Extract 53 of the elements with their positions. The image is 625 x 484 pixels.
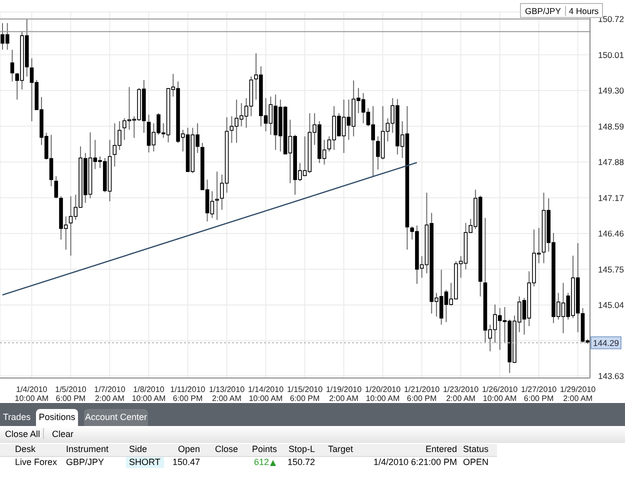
text: Open xyxy=(176,444,200,454)
text: Trades xyxy=(3,412,31,422)
y-tick-label: 146.46 xyxy=(598,228,624,239)
x-tick-label: 1/14/2010 10:00 AM xyxy=(248,385,284,403)
x-tick-label: 1/7/2010 2:00 AM xyxy=(94,385,126,403)
text: Positions xyxy=(36,409,78,426)
y-tick-label: 145.04 xyxy=(598,300,624,310)
annotation: 4 Hours xyxy=(568,6,600,16)
x-tick-label: 1/15/2010 6:00 PM xyxy=(286,385,324,403)
ref-line-label: 144.29 xyxy=(593,338,620,348)
text: OPEN xyxy=(463,457,490,467)
text: 612 xyxy=(252,457,270,467)
text: Stop-L xyxy=(287,444,315,454)
y-tick-label: 147.17 xyxy=(598,192,624,203)
x-tick-label: 1/20/2010 10:00 AM xyxy=(364,385,402,403)
text: GBP/JPY xyxy=(66,457,106,467)
x-tick-label: 1/13/2010 2:00 AM xyxy=(208,385,246,403)
annotation: GBP/JPY xyxy=(521,6,566,16)
text: Clear xyxy=(52,429,74,439)
y-tick-label: 149.30 xyxy=(598,86,624,96)
text: Points xyxy=(250,444,277,454)
x-tick-label: 1/19/2010 2:00 AM xyxy=(326,385,362,403)
candlestick xyxy=(215,171,219,220)
text: 150.72 xyxy=(286,457,315,467)
x-tick-label: 1/27/2010 6:00 PM xyxy=(521,385,558,403)
y-tick-label: 145.75 xyxy=(598,264,624,274)
text: Target xyxy=(326,444,353,454)
y-tick-label: 148.59 xyxy=(598,121,624,132)
text: SHORT xyxy=(129,457,161,467)
x-tick-label: 1/8/2010 10:00 AM xyxy=(132,385,166,403)
text: Live Forex xyxy=(15,457,58,467)
text: Status xyxy=(463,444,490,454)
x-tick-label: 1/23/2010 2:00 AM xyxy=(442,385,480,403)
x-tick-label: 1/11/2010 6:00 PM xyxy=(170,385,206,403)
text: Entered xyxy=(424,444,457,454)
text: 150.47 xyxy=(171,457,200,467)
candlestick xyxy=(10,49,14,82)
text: Desk xyxy=(15,444,37,454)
text: Close All xyxy=(5,429,40,439)
text: Close xyxy=(214,444,238,454)
text: Instrument xyxy=(66,444,110,454)
y-tick-label: 147.88 xyxy=(598,157,624,168)
y-tick-label: 143.63 xyxy=(598,371,624,382)
x-tick-label: 1/26/2010 10:00 AM xyxy=(482,385,518,403)
text: 1/4/2010 6:21:00 PM xyxy=(372,457,457,467)
x-tick-label: 1/29/2010 2:00 AM xyxy=(560,385,596,403)
x-tick-label: 1/4/2010 10:00 AM xyxy=(14,385,49,403)
x-tick-label: 1/5/2010 6:00 PM xyxy=(55,385,87,403)
y-tick-label: 150.01 xyxy=(598,50,624,60)
text: Side xyxy=(129,444,148,454)
text: Account Center xyxy=(84,409,148,426)
candlestick xyxy=(54,176,58,199)
x-tick-label: 1/21/2010 6:00 PM xyxy=(404,385,440,403)
